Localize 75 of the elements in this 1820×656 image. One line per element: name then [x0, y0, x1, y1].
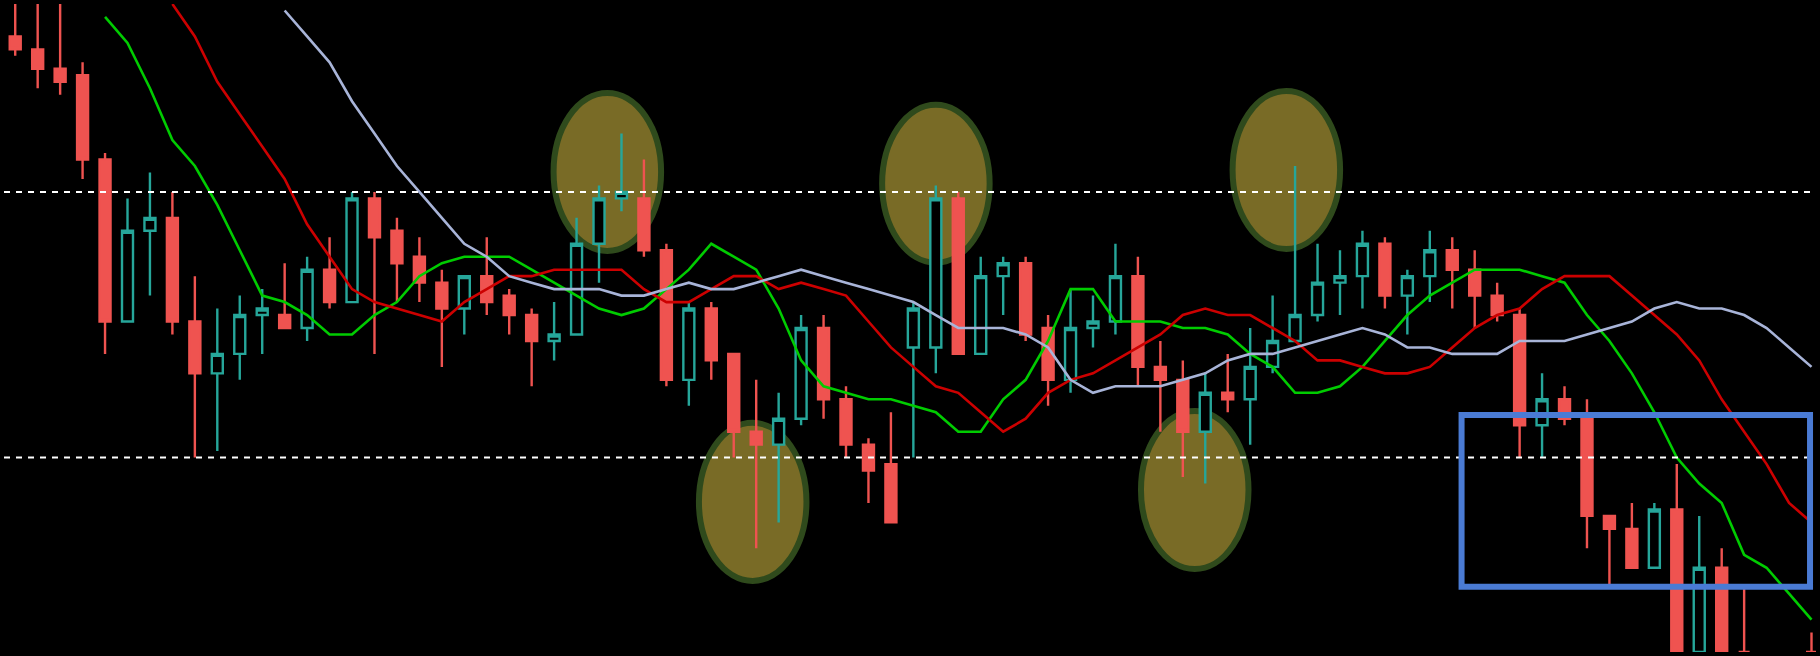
candlestick	[1221, 352, 1235, 414]
candlestick	[929, 184, 943, 375]
candlestick	[1490, 281, 1504, 323]
candlestick	[53, 4, 67, 96]
candlestick	[1580, 398, 1594, 550]
candlestick	[367, 190, 382, 356]
candlestick	[1243, 326, 1257, 446]
candlestick	[1468, 249, 1482, 330]
candlestick	[502, 287, 516, 336]
candlestick	[1378, 236, 1392, 310]
candlestick	[480, 236, 494, 317]
candlestick	[569, 216, 584, 336]
candlestick	[1647, 501, 1662, 569]
candlestick	[1804, 631, 1816, 652]
candlestick	[1131, 255, 1145, 388]
candlestick	[1715, 547, 1729, 652]
candlestick	[704, 300, 718, 382]
candlestick	[75, 61, 90, 181]
candlestick	[974, 255, 988, 356]
candlestick	[233, 294, 247, 382]
candlestick	[659, 242, 674, 388]
candlestick	[1400, 268, 1415, 336]
candlestick	[120, 197, 135, 323]
candlestick	[98, 151, 112, 356]
candlestick	[1602, 514, 1617, 589]
candlestick	[457, 274, 471, 336]
candlestick	[951, 190, 965, 356]
candlestick	[390, 216, 404, 304]
candlestick	[861, 436, 876, 505]
candlestick	[1086, 294, 1100, 349]
candlestick	[412, 236, 427, 304]
candlestick	[255, 287, 269, 356]
candlestick	[794, 313, 808, 427]
candlestick	[1333, 249, 1347, 317]
candlestick	[996, 255, 1010, 317]
candlestick	[592, 184, 606, 284]
candlestick	[884, 411, 898, 524]
candlestick	[749, 378, 763, 550]
candlestick	[524, 307, 539, 388]
candlestick	[1018, 255, 1033, 343]
candlestick	[30, 4, 45, 90]
candlestick	[1737, 586, 1751, 652]
candlestick	[1670, 462, 1684, 652]
candlestick	[816, 313, 831, 420]
candlestick	[906, 300, 921, 459]
candlestick	[1445, 236, 1459, 310]
candlestick	[8, 4, 22, 58]
candlestick	[1310, 242, 1325, 323]
candlestick	[1512, 307, 1527, 459]
candlestick	[188, 274, 202, 459]
candlestick	[1176, 359, 1190, 479]
candlestick	[143, 171, 157, 297]
candlestick	[839, 385, 853, 459]
candlestick	[727, 352, 741, 459]
candlestick	[277, 262, 292, 330]
candlestick	[682, 300, 696, 407]
candlestick	[1153, 339, 1168, 433]
candlestick	[1423, 229, 1437, 304]
candlestick	[637, 158, 651, 258]
candlestick	[1063, 287, 1078, 394]
candlestick	[1288, 164, 1302, 343]
candlestick	[300, 255, 314, 343]
candlestick	[771, 391, 786, 524]
candlestick	[1265, 294, 1280, 375]
candlestick	[435, 268, 449, 369]
candlestick	[210, 307, 224, 453]
candlestick	[1625, 501, 1639, 569]
candlestick	[1355, 229, 1370, 310]
candlestick	[614, 132, 629, 213]
candlestick	[547, 300, 561, 362]
candlestick	[322, 236, 337, 310]
candlestick	[345, 190, 359, 304]
candlestick	[165, 190, 180, 336]
candlestick	[1198, 372, 1212, 485]
candlestick	[1108, 242, 1123, 336]
